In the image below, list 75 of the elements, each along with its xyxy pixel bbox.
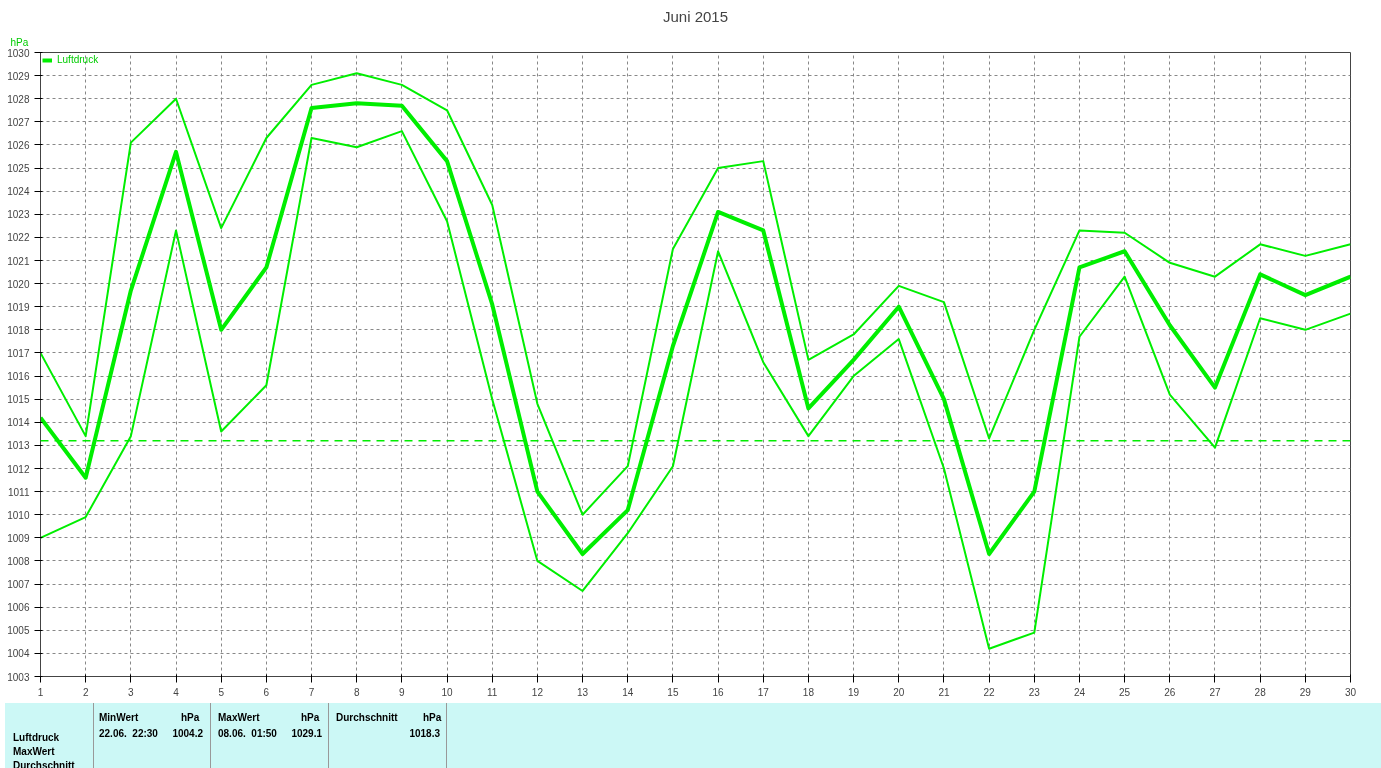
x-tick-label: 1: [37, 686, 44, 698]
y-tick-label: 1003: [7, 671, 30, 683]
y-axis-title: hPa: [10, 36, 29, 48]
y-tick-label: 1014: [7, 417, 30, 429]
x-tick-label: 30: [1344, 686, 1357, 698]
y-tick-label: 1017: [7, 347, 30, 359]
y-tick-label: 1020: [7, 278, 30, 290]
x-tick-label: 13: [577, 686, 589, 698]
x-tick-label: 24: [1073, 686, 1086, 698]
y-tick-label: 1027: [7, 116, 30, 128]
x-tick-label: 20: [893, 686, 905, 698]
text: hPa: [301, 711, 320, 725]
y-tick-label: 1029: [7, 70, 30, 82]
x-tick-label: 18: [802, 686, 815, 698]
y-tick-label: 1013: [7, 440, 30, 452]
x-tick-label: 14: [622, 686, 634, 698]
y-tick-label: 1007: [7, 579, 30, 591]
y-tick-label: 1012: [7, 463, 30, 475]
x-tick-label: 2: [82, 686, 89, 698]
x-tick-label: 7: [308, 686, 315, 698]
x-tick-label: 29: [1299, 686, 1312, 698]
x-tick-label: 16: [712, 686, 725, 698]
x-tick-label: 5: [218, 686, 225, 698]
y-tick-label: 1018: [7, 324, 30, 336]
text: Durchschnitt: [336, 711, 398, 725]
text: 1004.2: [172, 727, 203, 741]
y-tick-label: 1015: [7, 394, 30, 406]
y-tick-label: 1011: [8, 486, 30, 498]
y-tick-label: 1021: [7, 255, 30, 267]
text: 08.06. 01:50: [218, 727, 277, 741]
x-tick-label: 11: [487, 686, 498, 698]
x-tick-label: 12: [531, 686, 544, 698]
y-tick-label: 1026: [7, 139, 30, 151]
x-tick-label: 28: [1254, 686, 1267, 698]
x-tick-label: 4: [173, 686, 180, 698]
x-tick-label: 9: [399, 686, 406, 698]
line-series: [40, 130, 1351, 650]
y-tick-label: 1010: [7, 509, 30, 521]
x-tick-label: 25: [1119, 686, 1131, 698]
y-tick-label: 1024: [7, 186, 30, 198]
x-tick-label: 26: [1164, 686, 1176, 698]
chart-title: Juni 2015: [662, 7, 729, 25]
x-tick-label: 6: [263, 686, 270, 698]
text: MaxWert: [13, 745, 55, 759]
text: 1029.1: [291, 727, 322, 741]
text: Luftdruck: [13, 731, 60, 745]
x-tick-label: 3: [128, 686, 135, 698]
y-tick-label: 1025: [7, 163, 30, 175]
text: 22.06. 22:30: [99, 727, 158, 741]
text: 1018.3: [409, 727, 440, 741]
x-tick-label: 15: [667, 686, 679, 698]
x-tick-label: 8: [353, 686, 360, 698]
x-tick-label: 22: [983, 686, 996, 698]
y-tick-label: 1019: [7, 301, 30, 313]
text: MaxWert: [218, 711, 260, 725]
y-tick-label: 1016: [7, 371, 30, 383]
text: hPa: [181, 711, 200, 725]
x-tick-label: 21: [938, 686, 950, 698]
x-tick-label: 19: [848, 686, 860, 698]
y-tick-label: 1005: [7, 625, 30, 637]
y-tick-label: 1030: [7, 47, 30, 59]
y-tick-label: 1004: [7, 648, 30, 660]
y-tick-label: 1028: [7, 93, 30, 105]
y-tick-label: 1022: [7, 232, 30, 244]
text: Luftdruck: [57, 54, 99, 65]
x-tick-label: 10: [441, 686, 454, 698]
text: hPa: [423, 711, 442, 725]
y-tick-label: 1006: [7, 602, 30, 614]
y-tick-label: 1023: [7, 209, 30, 221]
text: MinWert: [99, 711, 139, 725]
y-tick-label: 1008: [7, 555, 30, 567]
x-tick-label: 17: [757, 686, 770, 698]
x-tick-label: 23: [1028, 686, 1041, 698]
y-tick-label: 1009: [7, 532, 30, 544]
x-tick-label: 27: [1209, 686, 1221, 698]
